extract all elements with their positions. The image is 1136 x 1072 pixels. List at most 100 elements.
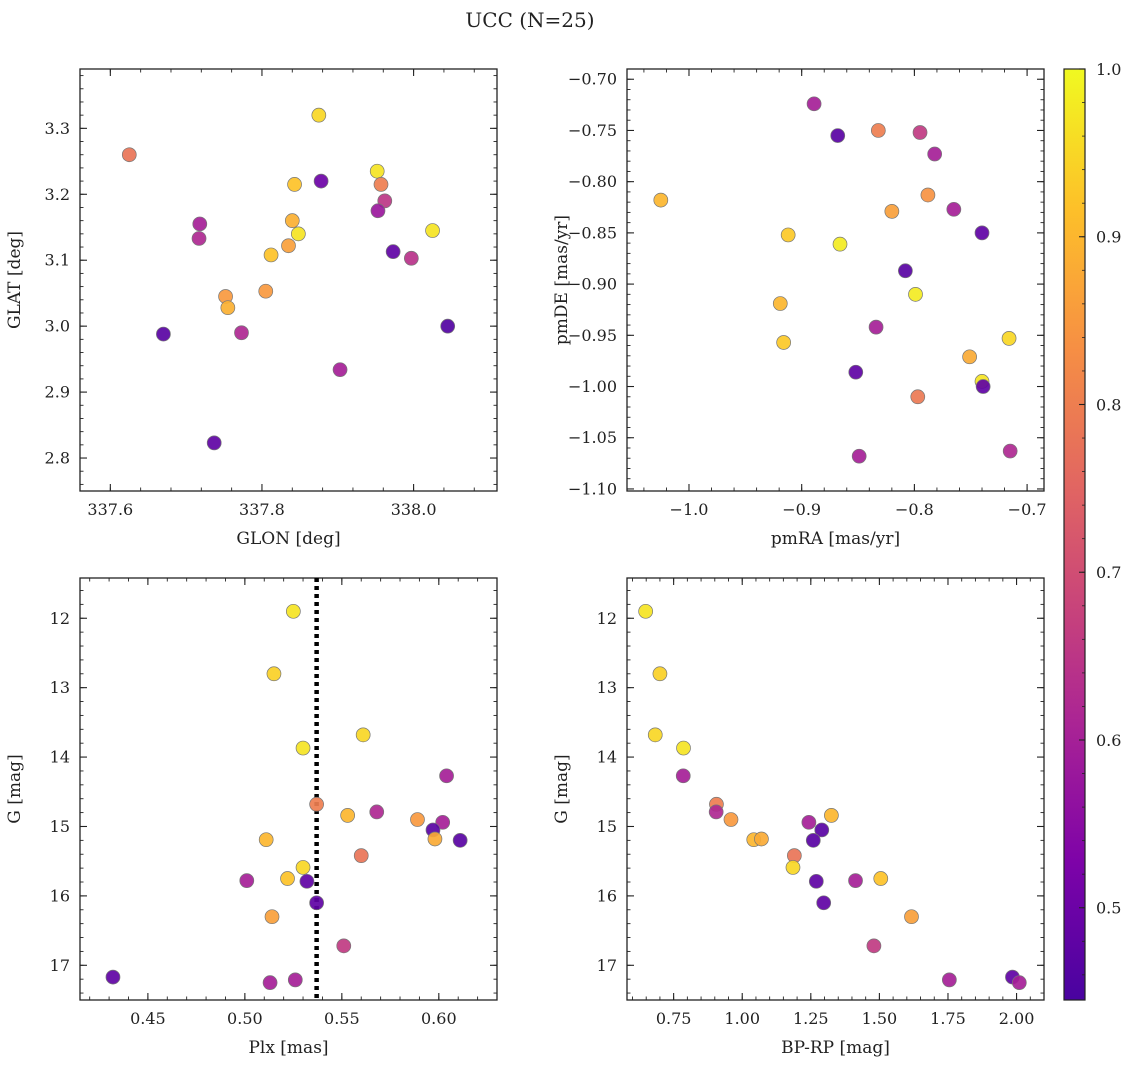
data-point xyxy=(191,231,207,246)
data-point xyxy=(873,871,889,886)
data-point xyxy=(910,389,926,405)
data-point xyxy=(920,187,936,203)
data-point xyxy=(806,96,822,112)
panel-1: 337.6 337.8 338.0 2.8 2.9 3.0 3.1 3.2 3.3 GLON [d… xyxy=(5,68,498,549)
data-point xyxy=(848,873,863,888)
data-point xyxy=(1011,975,1027,990)
panel-3: 0.45 0.50 0.55 0.60 12 13 14 15 16 17 Plx [mas] G [… xyxy=(5,577,498,1058)
x-tick-label: −0.7 xyxy=(1008,500,1047,519)
data-point xyxy=(313,173,329,189)
data-point xyxy=(975,379,991,394)
y-tick-label: 2.8 xyxy=(45,449,70,468)
data-point xyxy=(435,814,451,830)
y-tick-label: 3.0 xyxy=(45,317,70,336)
data-point xyxy=(452,833,468,848)
data-point xyxy=(287,972,303,988)
data-point xyxy=(676,740,691,756)
y-axis-label: G [mag] xyxy=(552,754,572,823)
data-point xyxy=(908,286,923,302)
data-point xyxy=(266,666,282,682)
data-point xyxy=(638,603,654,619)
data-point xyxy=(898,263,913,279)
y-tick-label: 15 xyxy=(50,817,70,836)
data-point xyxy=(440,318,456,334)
data-point xyxy=(927,146,943,162)
data-point xyxy=(385,244,401,259)
data-point xyxy=(370,203,386,219)
y-tick-label: −0.75 xyxy=(568,121,617,140)
x-axis-label: pmRA [mas/yr] xyxy=(771,529,900,549)
data-point xyxy=(287,177,302,192)
data-point xyxy=(311,107,327,123)
data-point xyxy=(1001,331,1017,346)
y-tick-label: 17 xyxy=(597,956,617,975)
data-point xyxy=(239,873,255,888)
data-point xyxy=(824,808,839,823)
y-axis-label: pmDE [mas/yr] xyxy=(552,215,572,345)
data-point xyxy=(942,972,957,988)
y-tick-label: 2.9 xyxy=(45,383,70,402)
data-point xyxy=(258,283,274,299)
x-tick-label: −1.0 xyxy=(670,500,709,519)
x-axis-label: GLON [deg] xyxy=(236,529,340,549)
data-point xyxy=(206,435,222,451)
y-tick-label: −0.90 xyxy=(568,275,617,294)
y-tick-label: 12 xyxy=(597,609,617,628)
y-tick-label: −1.05 xyxy=(568,428,617,447)
data-point xyxy=(373,177,389,192)
panel-2: −1.0 −0.9 −0.8 −0.7 −1.10 −1.05 −1.00 −0.95 −0.9… xyxy=(552,68,1047,549)
x-axis-label: Plx [mas] xyxy=(248,1038,328,1058)
data-point xyxy=(439,768,454,784)
x-tick-label: 1.75 xyxy=(930,1009,966,1028)
data-point xyxy=(851,448,867,464)
data-point xyxy=(772,296,788,311)
data-point xyxy=(262,975,278,990)
y-tick-label: 3.2 xyxy=(45,185,70,204)
data-point xyxy=(814,822,830,838)
data-point xyxy=(801,814,817,830)
colorbar-tick-label: 0.8 xyxy=(1096,395,1121,414)
data-point xyxy=(868,319,884,335)
data-point xyxy=(291,226,306,242)
y-tick-label: 13 xyxy=(50,678,70,697)
data-point xyxy=(295,740,311,756)
y-tick-label: −0.95 xyxy=(568,326,617,345)
y-tick-label: −0.70 xyxy=(568,70,617,89)
plot-frame xyxy=(626,577,1045,1001)
data-point xyxy=(830,128,846,143)
data-point xyxy=(353,848,369,863)
data-point xyxy=(884,204,900,219)
data-point xyxy=(962,349,977,365)
x-tick-label: 1.50 xyxy=(862,1009,898,1028)
colorbar-tick-label: 0.7 xyxy=(1096,563,1121,582)
data-point xyxy=(280,871,295,886)
x-tick-label: 0.45 xyxy=(130,1009,166,1028)
y-tick-label: 12 xyxy=(50,609,70,628)
data-point xyxy=(336,938,352,954)
plot-frame xyxy=(79,68,498,492)
colorbar-bar xyxy=(1063,68,1086,1001)
y-tick-label: −0.85 xyxy=(568,223,617,242)
data-point xyxy=(355,727,371,743)
data-point xyxy=(808,873,824,889)
x-tick-label: 2.00 xyxy=(999,1009,1035,1028)
x-tick-label: 0.60 xyxy=(421,1009,457,1028)
data-point xyxy=(647,727,663,743)
data-point xyxy=(974,225,990,241)
y-tick-label: −1.10 xyxy=(568,479,617,498)
y-tick-label: 14 xyxy=(50,748,70,767)
data-point xyxy=(332,362,348,378)
data-point xyxy=(220,300,236,316)
y-axis-label: G [mag] xyxy=(5,754,25,823)
y-tick-label: 3.1 xyxy=(45,251,70,270)
data-point xyxy=(848,364,864,380)
y-tick-label: 16 xyxy=(597,886,617,905)
data-point xyxy=(369,804,385,820)
x-tick-label: 337.8 xyxy=(239,500,285,519)
data-point xyxy=(403,250,419,266)
data-point xyxy=(234,325,249,341)
plot-frame xyxy=(79,577,498,1001)
x-axis-label: BP-RP [mag] xyxy=(781,1038,890,1058)
